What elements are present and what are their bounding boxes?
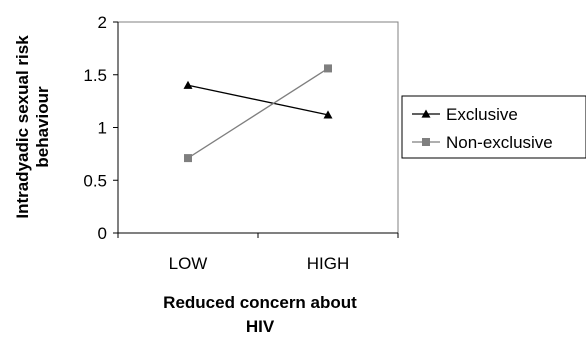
y-tick-label: 2 — [98, 13, 107, 32]
legend-marker — [422, 138, 430, 146]
legend-item: Exclusive — [412, 105, 518, 124]
legend-marker — [421, 109, 431, 118]
legend-item: Non-exclusive — [412, 133, 553, 152]
y-axis-title-line: Intradyadic sexual risk — [13, 35, 32, 219]
series-exclusive — [183, 80, 333, 119]
data-point — [183, 80, 193, 89]
y-tick-label: 0.5 — [83, 171, 107, 190]
y-axis-title-line: behaviour — [33, 86, 52, 168]
plot-area-border — [117, 21, 399, 234]
series-line — [187, 84, 329, 116]
series-non-exclusive — [184, 64, 332, 163]
x-axis: LOW HIGH — [117, 232, 399, 273]
y-tick-label: 0 — [98, 224, 107, 243]
y-axis-title: Intradyadic sexual risk behaviour — [13, 35, 52, 219]
legend-label: Non-exclusive — [446, 133, 553, 152]
data-point — [184, 154, 192, 163]
y-tick-label: 1 — [98, 119, 107, 138]
data-point — [323, 110, 333, 119]
legend-box — [401, 95, 586, 159]
y-axis: 0 0.5 1 1.5 2 — [83, 13, 119, 243]
data-point — [324, 64, 332, 73]
x-axis-title-line: HIV — [246, 317, 275, 336]
y-tick-label: 1.5 — [83, 66, 107, 85]
x-tick-label: HIGH — [307, 254, 350, 273]
legend: Exclusive Non-exclusive — [401, 95, 586, 159]
x-axis-title-line: Reduced concern about — [163, 293, 357, 312]
x-tick-label: LOW — [169, 254, 208, 273]
series-line — [187, 67, 329, 159]
x-axis-title: Reduced concern about HIV — [163, 293, 357, 336]
legend-label: Exclusive — [446, 105, 518, 124]
series-layer — [183, 64, 333, 163]
